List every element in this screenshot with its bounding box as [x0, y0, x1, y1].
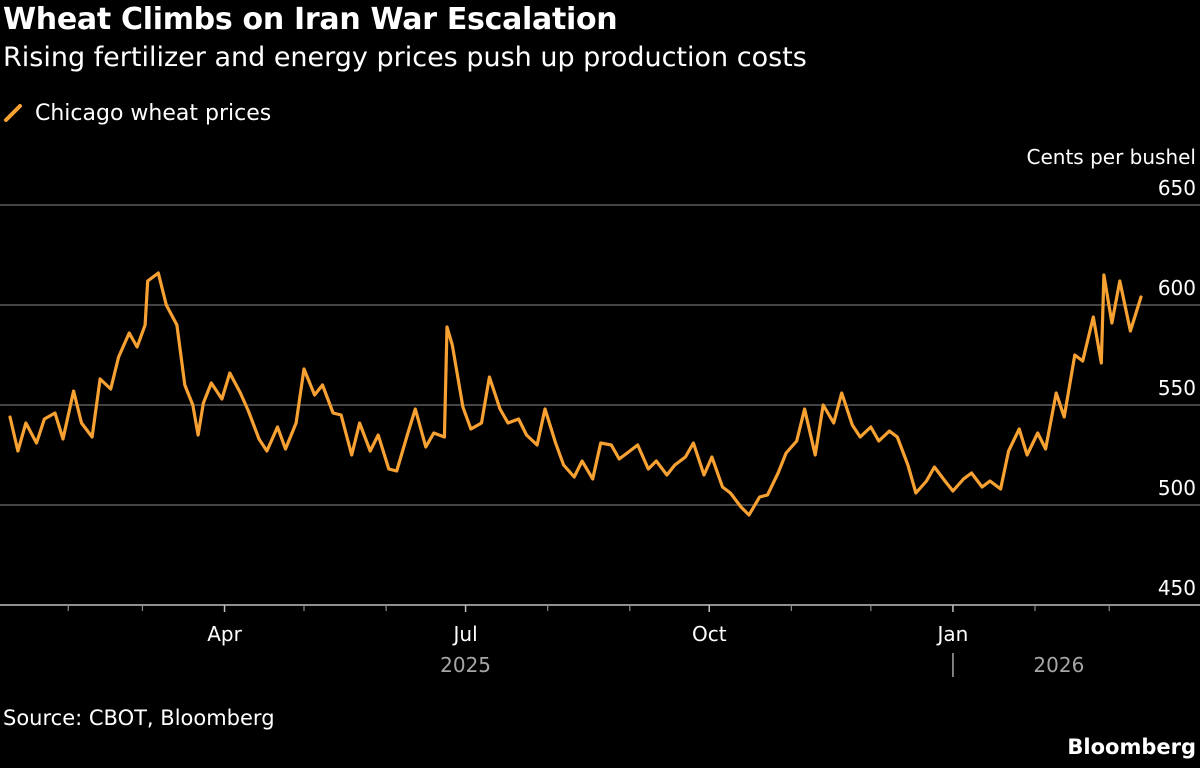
x-tick-label: Apr [207, 622, 242, 646]
y-tick-label: 550 [1158, 376, 1196, 400]
y-axis-unit-label: Cents per bushel [1027, 145, 1196, 169]
chart-subtitle: Rising fertilizer and energy prices push… [3, 42, 807, 73]
legend-swatch-icon [4, 104, 22, 122]
x-tick-label: Jul [452, 622, 478, 646]
year-label: 2025 [440, 653, 491, 677]
source-note: Source: CBOT, Bloomberg [3, 706, 275, 730]
y-tick-label: 650 [1158, 176, 1196, 200]
x-tick-label: Oct [692, 622, 727, 646]
y-tick-label: 500 [1158, 476, 1196, 500]
legend-label: Chicago wheat prices [35, 100, 272, 126]
y-tick-label: 450 [1158, 576, 1196, 600]
series-line-chicago-wheat [8, 271, 1143, 517]
legend: Chicago wheat prices [3, 98, 271, 128]
chart-canvas: Cents per bushel 450 500 550 600 650 Apr Jul Oct… [0, 145, 1200, 677]
x-tick-label: Jan [936, 622, 969, 646]
line-chart: Cents per bushel 450 500 550 600 650 Apr Jul Oct… [0, 145, 1200, 677]
chart-title: Wheat Climbs on Iran War Escalation [3, 2, 618, 37]
year-label: 2026 [1033, 653, 1084, 677]
y-tick-label: 600 [1158, 276, 1196, 300]
bloomberg-logo: Bloomberg [1067, 735, 1196, 759]
